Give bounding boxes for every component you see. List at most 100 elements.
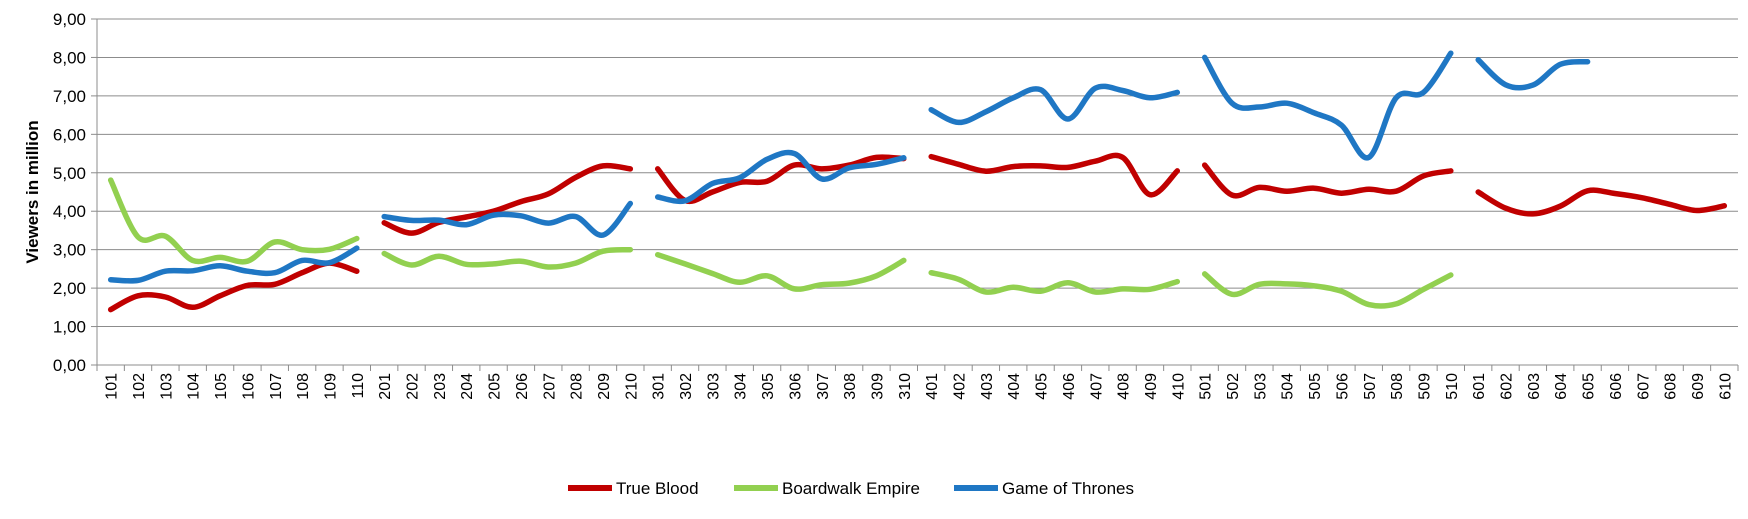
series-line-segment <box>1475 187 1728 217</box>
x-tick-label: 508 <box>1389 373 1406 400</box>
series-line-segment <box>107 245 360 284</box>
y-axis-label: Viewers in million <box>23 120 42 263</box>
x-tick-label: 204 <box>459 373 476 400</box>
x-tick-label: 610 <box>1717 373 1734 400</box>
x-tick-label: 604 <box>1553 373 1570 400</box>
x-tick-label: 502 <box>1225 373 1242 400</box>
series-line-segment <box>107 260 360 313</box>
x-tick-label: 106 <box>240 373 257 400</box>
x-tick-label: 303 <box>705 373 722 400</box>
x-tick-label: 102 <box>131 373 148 400</box>
y-tick-labels: 0,00 1,00 2,00 3,00 4,00 5,00 6,00 7,00 8,00 9,00 <box>53 10 86 375</box>
series-line-segment <box>928 269 1181 295</box>
series-true-blood <box>107 152 1728 313</box>
x-tick-label: 509 <box>1416 373 1433 400</box>
series-line-segment <box>107 177 360 265</box>
y-tick-label: 9,00 <box>53 10 86 29</box>
x-tick-label: 608 <box>1663 373 1680 400</box>
x-tick-label: 408 <box>1116 373 1133 400</box>
x-tick-label: 403 <box>979 373 996 400</box>
x-tick-label: 302 <box>678 373 695 400</box>
series-line-segment <box>1201 271 1454 309</box>
x-tick-label: 307 <box>815 373 832 400</box>
series-line-segment <box>654 149 907 205</box>
x-tick-label: 602 <box>1499 373 1516 400</box>
legend-item: True Blood <box>568 479 699 498</box>
x-tick-label: 107 <box>268 373 285 400</box>
x-tick-label: 210 <box>623 373 640 400</box>
series-line-segment <box>654 154 907 205</box>
x-tick-label: 406 <box>1061 373 1078 400</box>
y-tick-label: 4,00 <box>53 202 86 221</box>
x-tick-label: 101 <box>104 373 121 400</box>
x-tick-label: 507 <box>1362 373 1379 400</box>
x-tick-label: 205 <box>487 373 504 400</box>
x-tick-label: 409 <box>1143 373 1160 400</box>
x-tick-label: 606 <box>1608 373 1625 400</box>
x-tick-label: 310 <box>897 373 914 400</box>
x-tick-label: 609 <box>1690 373 1707 400</box>
x-tick-label: 110 <box>350 373 367 399</box>
series-line-segment <box>928 83 1181 126</box>
series-line-segment <box>654 251 907 292</box>
x-tick-label: 410 <box>1170 373 1187 400</box>
x-tick-label: 503 <box>1252 373 1269 400</box>
x-tick-label: 108 <box>295 373 312 400</box>
y-tick-label: 0,00 <box>53 356 86 375</box>
x-tick-label: 402 <box>952 373 969 400</box>
x-tick-label: 104 <box>186 373 203 400</box>
series-line-segment <box>928 152 1181 198</box>
legend-item: Boardwalk Empire <box>734 479 920 498</box>
x-tick-label: 206 <box>514 373 531 400</box>
legend-label: True Blood <box>616 479 699 498</box>
x-tick-label: 603 <box>1526 373 1543 400</box>
x-tick-label: 105 <box>213 373 230 400</box>
x-tick-label: 407 <box>1088 373 1105 400</box>
series-line-segment <box>1201 162 1454 199</box>
series-lines <box>107 50 1728 313</box>
series-line-segment <box>381 246 634 270</box>
x-tick-label: 601 <box>1471 373 1488 400</box>
gridlines <box>97 18 1738 328</box>
legend-label: Game of Thrones <box>1002 479 1134 498</box>
x-tick-label: 209 <box>596 373 613 400</box>
x-tick-label: 504 <box>1280 373 1297 400</box>
series-line-segment <box>1475 57 1591 91</box>
x-tick-label: 304 <box>733 373 750 400</box>
x-tick-label: 203 <box>432 373 449 400</box>
x-tick-label: 202 <box>405 373 422 400</box>
x-tick-label: 510 <box>1444 373 1461 400</box>
series-line-segment <box>381 200 634 238</box>
series-line-segment <box>381 162 634 236</box>
y-tick-label: 5,00 <box>53 164 86 183</box>
x-tick-label: 305 <box>760 373 777 400</box>
series-game-of-thrones <box>107 50 1591 284</box>
series-line-segment <box>1201 50 1454 161</box>
x-tick-labels: 101 102 103 104 105 106 107 108 109 110 201 202 203 2… <box>104 373 1735 400</box>
legend-item: Game of Thrones <box>954 479 1134 498</box>
x-tick-label: 103 <box>158 373 175 400</box>
axes: Viewers in million <box>23 18 1739 371</box>
x-tick-label: 605 <box>1581 373 1598 400</box>
x-tick-label: 109 <box>322 373 339 400</box>
x-tick-label: 405 <box>1034 373 1051 400</box>
x-tick-label: 404 <box>1006 373 1023 400</box>
x-tick-label: 207 <box>541 373 558 400</box>
y-tick-label: 6,00 <box>53 125 86 144</box>
x-tick-label: 505 <box>1307 373 1324 400</box>
x-tick-label: 607 <box>1635 373 1652 400</box>
x-tick-label: 308 <box>842 373 859 400</box>
series-boardwalk-empire <box>107 177 1454 309</box>
x-tick-label: 306 <box>787 373 804 400</box>
y-tick-label: 3,00 <box>53 241 86 260</box>
y-tick-label: 8,00 <box>53 48 86 67</box>
legend-label: Boardwalk Empire <box>782 479 920 498</box>
y-tick-label: 2,00 <box>53 279 86 298</box>
x-tick-label: 501 <box>1198 373 1215 400</box>
x-tick-label: 506 <box>1334 373 1351 400</box>
x-tick-label: 401 <box>924 373 941 400</box>
legend: True Blood Boardwalk Empire Game of Throne… <box>568 479 1134 498</box>
y-tick-label: 1,00 <box>53 318 86 337</box>
x-tick-label: 301 <box>651 373 668 400</box>
